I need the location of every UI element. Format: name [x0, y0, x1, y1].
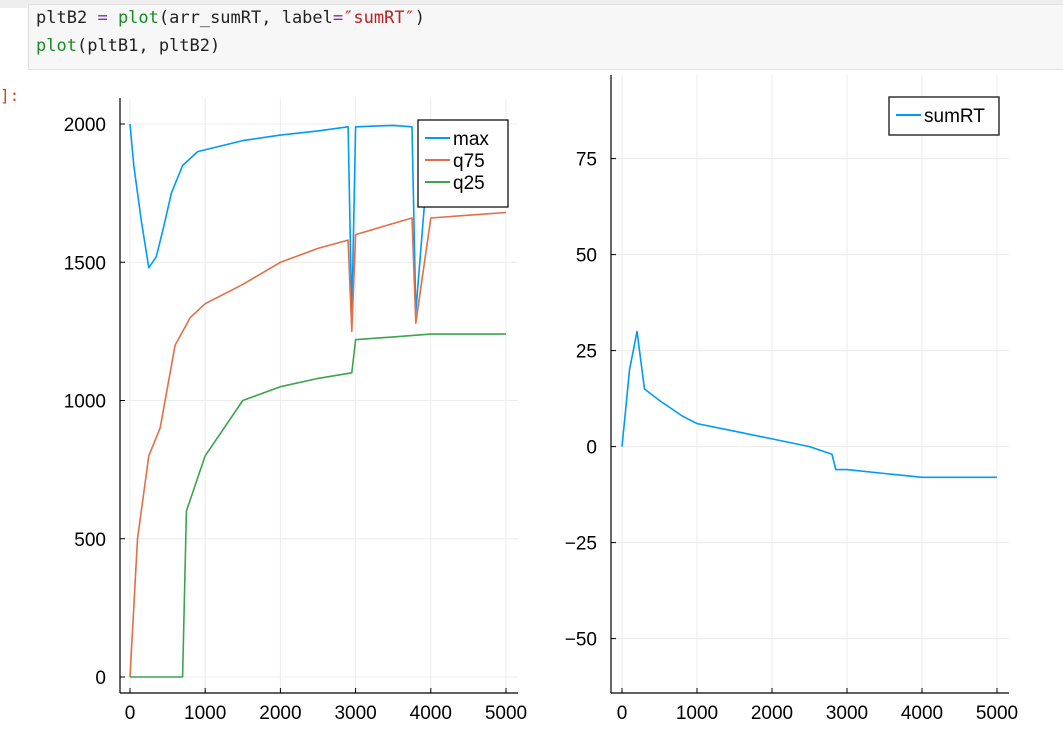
- series-line-q25: [130, 333, 506, 678]
- legend-label-q75: q75: [453, 151, 485, 172]
- code-function: plot: [36, 36, 77, 56]
- series-line-sumRT: [621, 330, 997, 479]
- x-tick-label: 0: [617, 703, 628, 724]
- y-tick-label: 25: [576, 342, 597, 363]
- x-tick-label: 2000: [751, 703, 793, 724]
- code-string: ″sumRT″: [343, 8, 415, 28]
- x-tick-label: 2000: [259, 703, 301, 724]
- x-tick-label: 1000: [676, 703, 718, 724]
- y-tick-label: 75: [576, 150, 597, 171]
- code-operator: =: [97, 8, 108, 28]
- code-args: (arr_sumRT, label: [158, 8, 333, 28]
- x-tick-label: 5000: [976, 703, 1018, 724]
- code-cell[interactable]: pltB2 = plot(arr_sumRT, label=″sumRT″) p…: [28, 4, 1063, 70]
- y-tick-label: 50: [576, 246, 597, 267]
- code-paren: ): [414, 8, 426, 28]
- y-tick-label: 1500: [64, 253, 106, 274]
- x-tick-label: 4000: [901, 703, 943, 724]
- code-operator: =: [332, 8, 344, 28]
- series-line-q75: [129, 211, 507, 678]
- code-line-2: plot(pltB1, pltB2): [36, 36, 220, 56]
- x-tick-label: 0: [125, 703, 136, 724]
- x-tick-label: 3000: [334, 703, 376, 724]
- plot-panel-left: 0 1000 2000 3000 4000 5000 0 500 1000 1500 2000 max…: [64, 98, 527, 724]
- x-tick-label: 3000: [826, 703, 868, 724]
- y-tick-label: 2000: [64, 115, 106, 136]
- x-tick-label: 5000: [485, 703, 527, 724]
- code-var: pltB2: [36, 8, 88, 28]
- y-tick-label: 1000: [64, 392, 106, 413]
- x-tick-label: 4000: [410, 703, 452, 724]
- y-tick-label: 0: [586, 438, 597, 459]
- code-function: plot: [117, 8, 159, 28]
- y-tick-label: −50: [565, 630, 597, 651]
- legend-box: [417, 119, 509, 208]
- code-line-1: pltB2 = plot(arr_sumRT, label=″sumRT″): [36, 8, 425, 28]
- y-tick-label: −25: [565, 534, 597, 555]
- y-tick-label: 0: [95, 668, 106, 689]
- x-tick-label: 1000: [184, 703, 226, 724]
- code-args: (pltB1, pltB2): [76, 36, 221, 56]
- plot-panel-right: 0 1000 2000 3000 4000 5000 −50 −25 0 25 50 75 sumRT: [565, 75, 1018, 724]
- legend-label-sumRT: sumRT: [924, 106, 985, 127]
- series-line-max: [129, 123, 506, 319]
- legend-label-q25: q25: [453, 173, 485, 194]
- legend-label-max: max: [453, 129, 489, 150]
- output-prompt: ]:: [0, 86, 20, 105]
- y-tick-label: 500: [74, 530, 106, 551]
